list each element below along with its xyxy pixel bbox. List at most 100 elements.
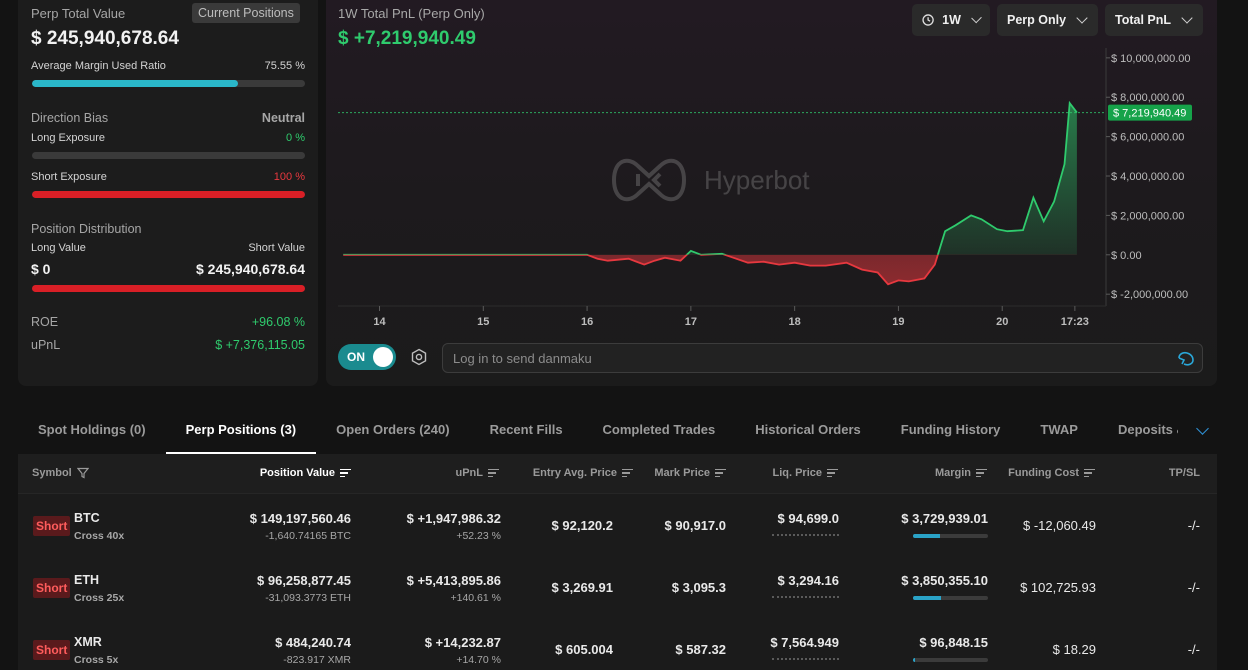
position-size: -823.917 XMR [283,654,351,666]
y-tick-label: $ 0.00 [1111,250,1142,262]
x-tick-label: 17:23 [1061,316,1089,328]
tpsl-value[interactable]: -/- [1187,642,1200,657]
funding-cost: $ -12,060.49 [1022,518,1096,533]
header-margin[interactable]: Margin [935,467,987,479]
danmaku-toggle[interactable]: ON [338,344,396,370]
positions-table: Symbol Position Value uPnL Entry Avg. Pr… [18,454,1217,670]
position-value: $ 96,258,877.45 [257,573,351,588]
tab-item[interactable]: Historical Orders [755,422,861,437]
header-entry-price[interactable]: Entry Avg. Price [533,467,633,479]
long-value: $ 0 [31,261,51,277]
tab-item[interactable]: Deposits & Withdrawals [1117,422,1178,437]
x-tick-label: 19 [892,316,904,328]
mark-price: $ 90,917.0 [664,518,726,533]
position-size: -1,640.74165 BTC [265,530,351,542]
header-funding-cost[interactable]: Funding Cost [1008,467,1095,479]
tab-item[interactable]: Completed Trades [602,422,716,437]
header-symbol[interactable]: Symbol [32,467,89,479]
tab-item[interactable]: TWAP [1040,422,1078,437]
sort-icon[interactable] [340,469,351,477]
upnl-percent: +140.61 % [450,592,501,604]
header-liq-price[interactable]: Liq. Price [772,467,838,479]
x-tick-label: 17 [685,316,697,328]
header-position-value[interactable]: Position Value [260,467,351,479]
table-row[interactable]: Short XMR Cross 5x $ 484,240.74 -823.917… [18,620,1217,670]
tab-item[interactable]: Perp Positions (3) [165,408,317,454]
y-tick-label: $ 10,000,000.00 [1111,53,1191,65]
margin-usage-bar [913,658,988,662]
header-upnl[interactable]: uPnL [456,467,499,479]
sort-icon[interactable] [976,469,987,477]
position-value: $ 484,240.74 [275,635,351,650]
symbol-name[interactable]: BTC [74,511,100,525]
position-distribution-label: Position Distribution [31,222,142,236]
x-tick-label: 16 [581,316,593,328]
liq-distance-indicator [772,534,839,536]
chart-title: 1W Total PnL (Perp Only) [338,6,485,21]
pnl-area-negative [343,254,1077,285]
chevron-down-icon[interactable] [1196,422,1209,435]
margin-usage-bar [913,596,988,600]
margin-ratio-bar [32,80,305,87]
range-select-label: 1W [942,13,961,27]
short-exposure-value: 100 % [273,171,305,183]
tpsl-value[interactable]: -/- [1187,580,1200,595]
scope-select[interactable]: Perp Only [997,4,1098,36]
sort-icon[interactable] [622,469,633,477]
sort-icon[interactable] [488,469,499,477]
pnl-area-positive [686,103,1077,255]
side-badge: Short [33,516,71,536]
short-value: $ 245,940,678.64 [196,261,305,277]
margin-usage-fill [913,534,940,538]
hyperbot-watermark: Hyperbot [608,148,810,212]
liq-price: $ 3,294.16 [777,573,839,588]
upnl-percent: +52.23 % [456,530,501,542]
margin-usage-fill [913,596,941,600]
symbol-name[interactable]: ETH [74,573,99,587]
tpsl-value[interactable]: -/- [1187,518,1200,533]
direction-bias-value: Neutral [261,111,305,125]
toggle-knob [373,347,393,367]
sort-icon[interactable] [1084,469,1095,477]
liq-price: $ 7,564.949 [770,635,839,650]
short-exposure-fill [32,191,305,198]
upnl-value: $ +14,232.87 [424,635,501,650]
side-badge: Short [33,578,71,598]
sort-icon[interactable] [827,469,838,477]
table-row[interactable]: Short ETH Cross 25x $ 96,258,877.45 -31,… [18,558,1217,620]
header-margin-label: Margin [934,467,971,479]
tab-item[interactable]: Funding History [900,422,1001,437]
danmaku-input-box[interactable] [442,343,1203,373]
leverage: Cross 40x [74,530,125,542]
chart-pnl-value: $ +7,219,940.49 [338,28,476,49]
sort-icon[interactable] [715,469,726,477]
mark-price: $ 3,095.3 [671,580,726,595]
header-mark-price[interactable]: Mark Price [654,467,726,479]
entry-price: $ 605.004 [555,642,613,657]
metric-select[interactable]: Total PnL [1105,4,1203,36]
send-icon[interactable] [1176,349,1196,369]
tab-item[interactable]: Open Orders (240) [336,422,450,437]
side-badge: Short [33,640,71,660]
range-select[interactable]: 1W [912,4,990,36]
header-position-value-label: Position Value [259,467,335,479]
filter-icon[interactable] [76,467,89,479]
danmaku-input[interactable] [443,344,1202,372]
current-positions-button[interactable]: Current Positions [192,3,300,23]
tab-item[interactable]: Spot Holdings (0) [38,422,146,437]
table-row[interactable]: Short BTC Cross 40x $ 149,197,560.46 -1,… [18,496,1217,558]
watermark-text: Hyperbot [704,164,810,195]
tab-item[interactable]: Recent Fills [489,422,563,437]
settings-hexagon-icon[interactable] [410,348,428,366]
metric-select-label: Total PnL [1115,13,1172,27]
long-exposure-label: Long Exposure [31,132,105,144]
liq-price: $ 94,699.0 [777,511,839,526]
symbol-name[interactable]: XMR [74,635,102,649]
upnl-value: $ +1,947,986.32 [406,511,501,526]
entry-price: $ 92,120.2 [551,518,613,533]
margin-value: $ 96,848.15 [919,635,988,650]
long-exposure-bar [32,152,305,159]
pnl-line-positive [343,100,1078,255]
y-tick-label: $ 8,000,000.00 [1111,92,1184,104]
header-mark-label: Mark Price [654,467,710,479]
